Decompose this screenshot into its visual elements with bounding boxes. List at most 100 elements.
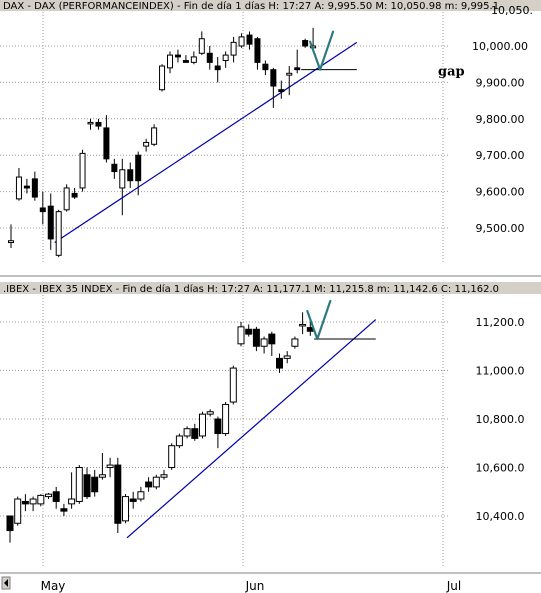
dax-candle-body — [15, 176, 22, 200]
dax-candle-body — [95, 121, 102, 127]
ibex-candle-body — [152, 476, 160, 488]
ibex-candle-body — [145, 481, 153, 488]
dax-candle-body — [246, 34, 253, 45]
ibex-candle-body — [183, 428, 191, 437]
dax-candle-body — [71, 192, 78, 198]
dax-candle-body — [262, 63, 269, 71]
x-tick-jun: Jun — [245, 579, 265, 593]
dax-check-mark — [309, 30, 335, 71]
ibex-header-text: .IBEX - IBEX 35 INDEX - Fin de día 1 día… — [3, 283, 499, 295]
ibex-candle-body — [91, 476, 99, 493]
dax-candle-body — [222, 54, 229, 62]
dax-candle-body — [278, 89, 285, 93]
dax-candle-body — [63, 187, 70, 211]
ibex-candle-body — [114, 464, 122, 524]
ibex-y-tick-label: 10,800.0 — [476, 413, 525, 426]
ibex-candle-body — [222, 403, 230, 435]
ibex-candle-body — [129, 498, 137, 502]
dax-y-tick-label-partial: 10,050. — [491, 4, 533, 17]
dax-candle-body — [270, 69, 277, 87]
dax-candle-body — [87, 121, 94, 125]
dax-candle-body — [159, 65, 166, 91]
ibex-header-bar — [0, 282, 541, 294]
dax-candle-body — [79, 152, 86, 189]
dax-candle-body — [111, 163, 118, 173]
dax-gap-annotation: gap — [438, 65, 465, 80]
dax-y-tick-label: 9,700.00 — [476, 149, 525, 162]
ibex-candle-body — [260, 338, 268, 347]
ibex-trendline — [126, 319, 377, 539]
dax-candle-body — [127, 169, 134, 182]
dax-candle-body — [302, 40, 309, 47]
dax-candle-body — [47, 205, 54, 240]
ibex-check-mark — [306, 299, 332, 341]
ibex-candle-body — [237, 326, 245, 345]
ibex-candle-body — [276, 357, 283, 369]
ibex-candle-body — [29, 498, 37, 505]
ibex-candle-body — [21, 500, 29, 505]
ibex-candle-body — [214, 418, 222, 435]
x-tick-may: May — [41, 579, 66, 593]
ibex-candle-body — [199, 413, 206, 437]
ibex-candle-body — [191, 428, 199, 439]
ibex-candle-body — [106, 464, 114, 469]
ibex-candle-body — [168, 445, 176, 468]
dax-candle-body — [238, 36, 245, 47]
ibex-candle-body — [122, 496, 129, 522]
ibex-candle-body — [268, 333, 276, 345]
ibex-candle-body — [14, 498, 22, 524]
dax-panel: 9,500.00 9,600.00 9,700.00 9,800.00 9,900.00… — [0, 4, 533, 264]
ibex-candle-body — [283, 355, 291, 359]
dax-candle-body — [190, 56, 197, 63]
ibex-candle-body — [6, 515, 14, 532]
dax-candle-body — [103, 127, 110, 160]
ibex-candle-body — [98, 474, 106, 478]
time-axis-bar — [0, 573, 541, 593]
dax-candle-body — [143, 141, 150, 147]
dax-y-tick-label: 9,800.00 — [476, 113, 525, 126]
dax-candle-body — [214, 65, 221, 71]
dax-y-tick-label: 10,000.00 — [472, 40, 528, 53]
ibex-candle-body — [175, 435, 183, 447]
dax-candle-body — [167, 54, 173, 69]
dax-candle-body — [151, 127, 158, 145]
scroll-left-icon — [4, 579, 8, 587]
ibex-candle-body — [206, 411, 214, 415]
dax-candle-body — [294, 67, 301, 71]
ibex-y-tick-label: 11,200.0 — [476, 316, 525, 329]
dax-trendline — [54, 41, 358, 244]
dax-candle-body — [55, 211, 62, 256]
ibex-candle-body — [45, 493, 52, 498]
dax-y-tick-label: 9,600.00 — [476, 186, 525, 199]
ibex-y-tick-label: 10,600.0 — [476, 462, 525, 475]
dax-candle-body — [23, 185, 30, 189]
ibex-y-tick-label: 10,400.0 — [476, 510, 525, 523]
dax-y-tick-label: 9,900.00 — [476, 76, 525, 89]
dax-candle-body — [31, 178, 38, 198]
dax-candle-body — [135, 154, 142, 182]
ibex-panel: 10,400.0 10,600.0 10,800.0 11,000.0 11,200.0 — [0, 295, 524, 568]
dax-header-text: DAX - DAX (PERFORMANCEINDEX) - Fin de dí… — [3, 0, 499, 12]
dax-candle-body — [182, 60, 189, 63]
dax-candle-body — [119, 169, 126, 189]
dax-candle-body — [206, 52, 213, 63]
dax-candle-body — [286, 72, 293, 76]
x-tick-jul: Jul — [446, 579, 461, 593]
ibex-candle-body — [68, 498, 76, 505]
dax-header-bar — [0, 0, 541, 11]
dax-candle-body — [230, 41, 237, 56]
ibex-candle-body — [83, 474, 91, 498]
dax-candle-body — [8, 240, 14, 244]
ibex-candle-body — [160, 474, 168, 478]
ibex-candle-body — [75, 467, 83, 502]
dax-candle-body — [198, 38, 205, 54]
ibex-y-tick-label: 11,000.0 — [476, 365, 525, 378]
ibex-candle-body — [299, 323, 307, 327]
ibex-candle-body — [291, 338, 299, 347]
ibex-candle-body — [37, 494, 45, 505]
dax-candle-body — [254, 38, 261, 63]
dax-y-tick-label: 9,500.00 — [476, 222, 525, 235]
dax-candle-body — [174, 54, 181, 58]
ibex-candle-body — [52, 491, 60, 502]
